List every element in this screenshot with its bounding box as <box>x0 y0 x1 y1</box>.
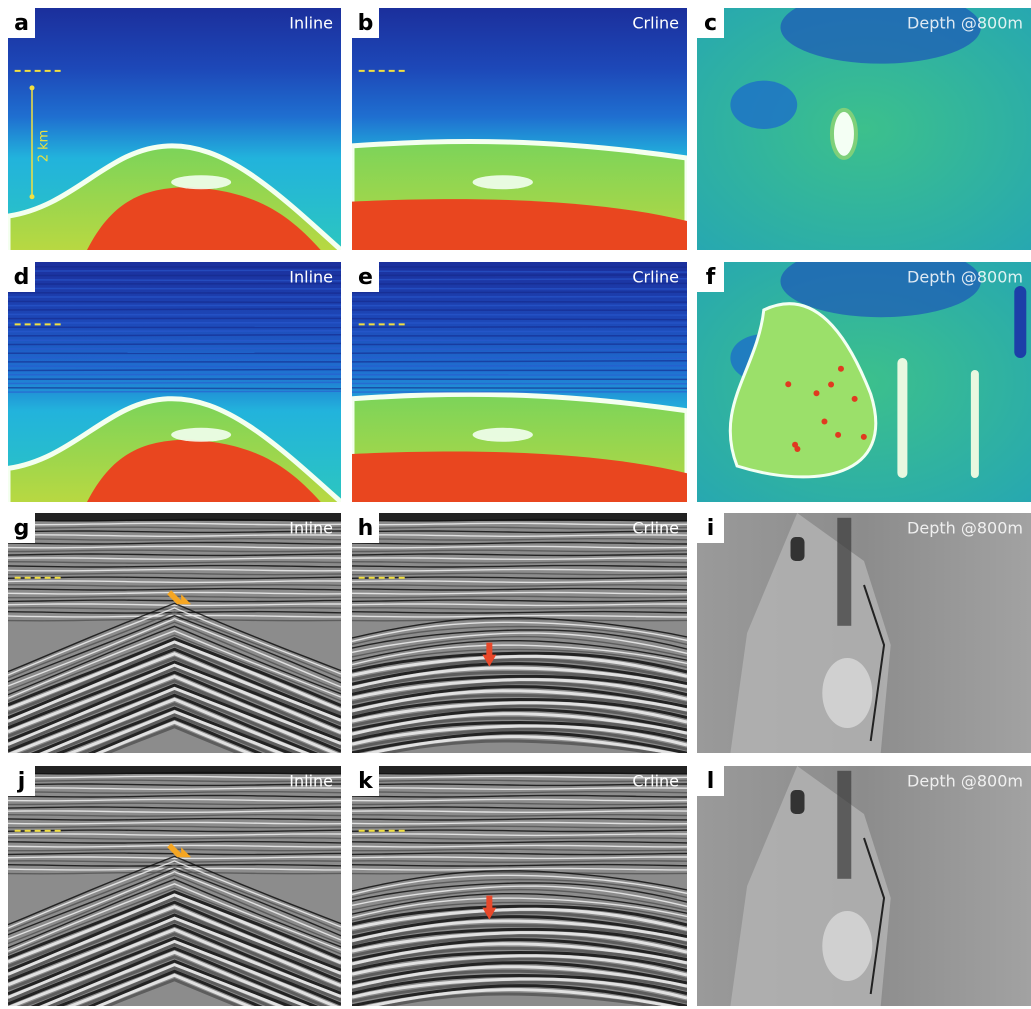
stripe <box>8 314 341 315</box>
panel <box>697 0 1031 250</box>
hot-spot <box>821 419 827 425</box>
highlight <box>473 175 533 189</box>
stripe <box>352 388 687 389</box>
panel <box>8 8 341 274</box>
scale-label: 2 km <box>37 130 52 163</box>
stripe <box>8 344 341 345</box>
panel-caption: Depth @800m <box>907 14 1023 33</box>
panel <box>8 262 341 526</box>
stripe <box>8 374 341 375</box>
panel-label: c <box>704 11 717 36</box>
stripe <box>352 344 687 345</box>
panel-label: k <box>358 769 374 794</box>
panel <box>352 262 687 526</box>
dark-spot <box>791 537 805 561</box>
panel-caption: Inline <box>289 268 333 287</box>
panel <box>352 766 687 1009</box>
panel-label: j <box>17 769 26 794</box>
hot-spot <box>785 381 791 387</box>
panel-caption: Crline <box>632 268 679 287</box>
panel-label: b <box>358 11 374 36</box>
bright-streak <box>897 358 907 478</box>
panel-caption: Crline <box>632 772 679 791</box>
highlight <box>473 428 533 442</box>
stripe <box>352 301 687 302</box>
panel-caption: Depth @800m <box>907 268 1023 287</box>
hot-spot <box>852 396 858 402</box>
panel <box>352 8 687 274</box>
figure: a Inline 2 km b Crline c Depth @800m d Inline e Cr… <box>0 0 1031 1009</box>
stripe <box>8 388 341 389</box>
stripe <box>8 366 341 367</box>
dark-streak <box>837 771 851 879</box>
blue-patch <box>730 81 797 129</box>
panel-label: e <box>358 265 373 290</box>
stripe <box>352 349 687 350</box>
blue-streak <box>1014 286 1026 358</box>
hot-spot <box>828 381 834 387</box>
panel-caption: Crline <box>632 14 679 33</box>
stripe <box>8 370 341 371</box>
bright-patch <box>822 911 872 981</box>
panel-caption: Depth @800m <box>907 519 1023 538</box>
panel-caption: Inline <box>289 14 333 33</box>
panel-caption: Crline <box>632 519 679 538</box>
hot-spot <box>835 432 841 438</box>
panel <box>8 513 341 794</box>
hot-spot <box>838 366 844 372</box>
stripe <box>352 352 687 353</box>
stripe <box>352 358 687 359</box>
panel-caption: Inline <box>289 519 333 538</box>
hot-spot <box>813 390 819 396</box>
panel <box>8 766 341 1009</box>
dark-spot <box>791 790 805 814</box>
panel-label: f <box>706 265 716 290</box>
panel-label: d <box>14 265 30 290</box>
scale-end <box>30 85 35 90</box>
highlight <box>171 428 231 442</box>
hot-spot <box>861 434 867 440</box>
bright-spot <box>832 110 856 158</box>
scale-end <box>30 194 35 199</box>
bright-streak <box>971 370 979 478</box>
panel-label: i <box>707 516 715 541</box>
panel-label: a <box>14 11 29 36</box>
stripe <box>352 288 687 289</box>
panel-caption: Inline <box>289 772 333 791</box>
stripe <box>352 292 687 293</box>
panel-caption: Depth @800m <box>907 772 1023 791</box>
stripe <box>352 314 687 315</box>
panel-label: l <box>707 769 715 794</box>
stripe <box>8 331 341 332</box>
panel-label: g <box>14 516 30 541</box>
dark-streak <box>837 518 851 626</box>
stripe <box>8 340 341 341</box>
stripe <box>8 391 341 392</box>
panel <box>352 513 687 761</box>
bright-patch <box>822 658 872 728</box>
panel <box>697 766 1031 1006</box>
panel-label: h <box>358 516 374 541</box>
stripe <box>8 348 341 349</box>
hot-spot <box>794 446 800 452</box>
highlight <box>171 175 231 189</box>
panel <box>697 513 1031 753</box>
